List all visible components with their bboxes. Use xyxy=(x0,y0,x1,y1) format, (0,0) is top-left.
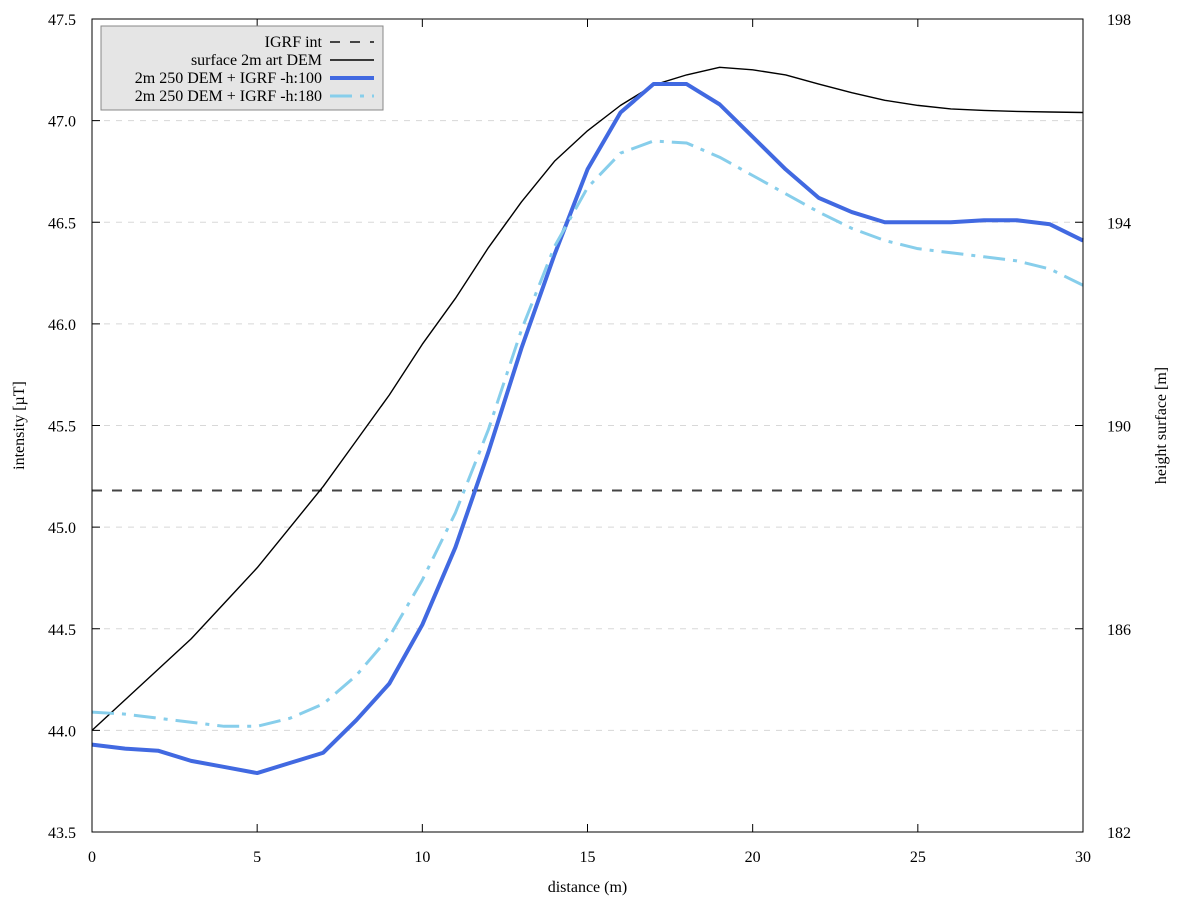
legend-label: surface 2m art DEM xyxy=(191,52,322,69)
y-axis-label: intensity [µT] xyxy=(11,381,28,470)
y2-tick-label: 190 xyxy=(1107,419,1131,436)
y-tick-label: 45.5 xyxy=(48,419,76,436)
y-tick-label: 44.0 xyxy=(48,723,76,740)
y2-axis-label: height surface [m] xyxy=(1153,367,1170,484)
legend-label: 2m 250 DEM + IGRF -h:100 xyxy=(135,70,322,87)
y2-tick-label: 186 xyxy=(1107,622,1131,639)
y-tick-label: 46.5 xyxy=(48,215,76,232)
y2-tick-label: 194 xyxy=(1107,215,1131,232)
series-line-3 xyxy=(91,139,1084,728)
series-layer xyxy=(91,66,1084,776)
x-tick-label: 20 xyxy=(745,849,761,866)
x-tick-label: 30 xyxy=(1075,849,1091,866)
y-tick-label: 44.5 xyxy=(48,622,76,639)
x-tick-label: 0 xyxy=(88,849,96,866)
series-line-1 xyxy=(91,66,1084,731)
x-tick-label: 15 xyxy=(580,849,596,866)
legend-label: 2m 250 DEM + IGRF -h:180 xyxy=(135,88,322,105)
y-tick-label: 46.0 xyxy=(48,317,76,334)
series-line-2 xyxy=(91,82,1084,776)
y-tick-label: 45.0 xyxy=(48,520,76,537)
x-axis-label: distance (m) xyxy=(548,879,628,896)
x-tick-label: 25 xyxy=(910,849,926,866)
y-tick-label: 47.5 xyxy=(48,12,76,29)
y2-tick-label: 198 xyxy=(1107,12,1131,29)
x-tick-label: 5 xyxy=(253,849,261,866)
y2-tick-label: 182 xyxy=(1107,825,1131,842)
y-tick-label: 47.0 xyxy=(48,114,76,131)
grid-lines xyxy=(92,120,1083,731)
legend-label: IGRF int xyxy=(265,34,323,51)
axis-ticks: 0 5 10 15 20 25 30 43.5 44.0 44.5 45.0 45.5 46.0 46.5… xyxy=(48,12,1131,866)
x-tick-label: 10 xyxy=(414,849,430,866)
y-tick-label: 43.5 xyxy=(48,825,76,842)
